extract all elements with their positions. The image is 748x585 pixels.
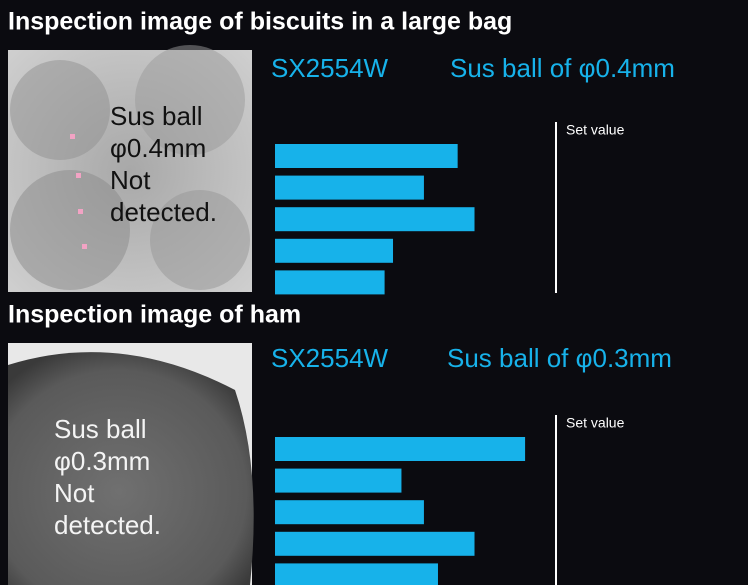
bar <box>275 270 385 294</box>
bar <box>275 437 525 461</box>
page: Inspection image of biscuits in a large … <box>0 0 748 585</box>
image-label: φ0.3mm <box>54 446 150 476</box>
image-label: detected. <box>54 510 161 540</box>
bar <box>275 500 424 524</box>
image-label: Not <box>54 478 95 508</box>
image-label: Sus ball <box>54 414 147 444</box>
image-label: φ0.4mm <box>110 133 206 163</box>
chart-title: SX2554W <box>271 343 389 373</box>
set-value-label: Set value <box>566 415 625 431</box>
section-title: Inspection image of biscuits in a large … <box>8 8 512 36</box>
chart-title: SX2554W <box>271 53 389 83</box>
set-value-label: Set value <box>566 122 625 138</box>
image-label: Not <box>110 165 151 195</box>
section-title: Inspection image of ham <box>8 301 301 329</box>
chart-subtitle: Sus ball of φ0.4mm <box>450 53 675 83</box>
image-label: Sus ball <box>110 101 203 131</box>
screen: Inspection image of biscuits in a large … <box>0 0 748 585</box>
bar <box>275 176 424 200</box>
bar <box>275 239 393 263</box>
bar <box>275 469 401 493</box>
image-label: detected. <box>110 197 217 227</box>
bar <box>275 144 458 168</box>
chart-subtitle: Sus ball of φ0.3mm <box>447 343 672 373</box>
bar <box>275 563 438 585</box>
bar <box>275 532 475 556</box>
bar <box>275 207 475 231</box>
